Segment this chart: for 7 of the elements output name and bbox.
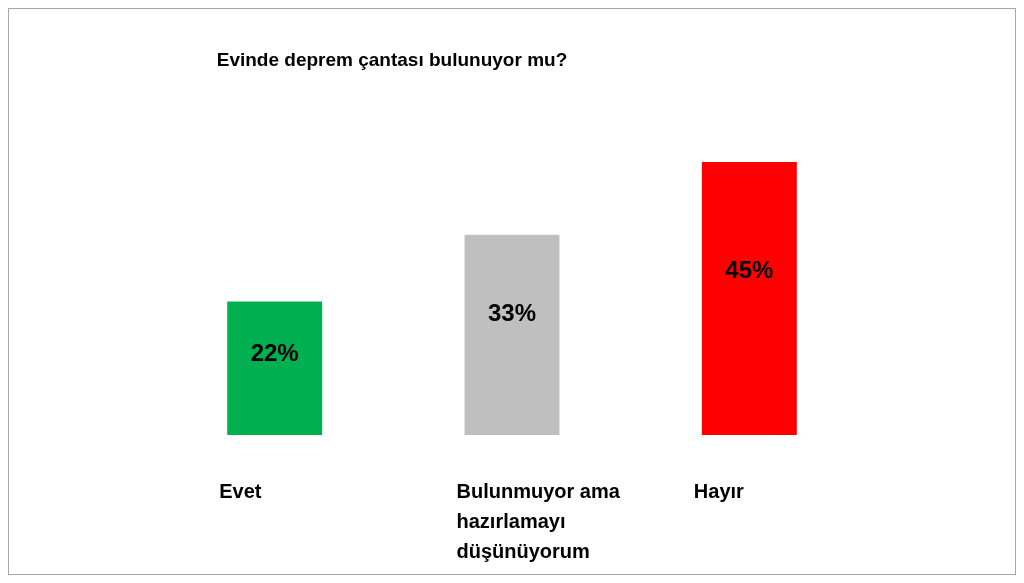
x-tick-label: Bulunmuyor ama hazırlamayı düşünüyorum: [456, 480, 621, 562]
data-label: 45%: [725, 255, 774, 283]
chart-title: Evinde deprem çantası bulunuyor mu?: [216, 49, 568, 70]
data-label: 33%: [487, 299, 537, 327]
x-tick-label: Evet: [219, 480, 262, 502]
data-label: 22%: [250, 339, 299, 367]
x-tick-label: Hayır: [693, 480, 745, 502]
